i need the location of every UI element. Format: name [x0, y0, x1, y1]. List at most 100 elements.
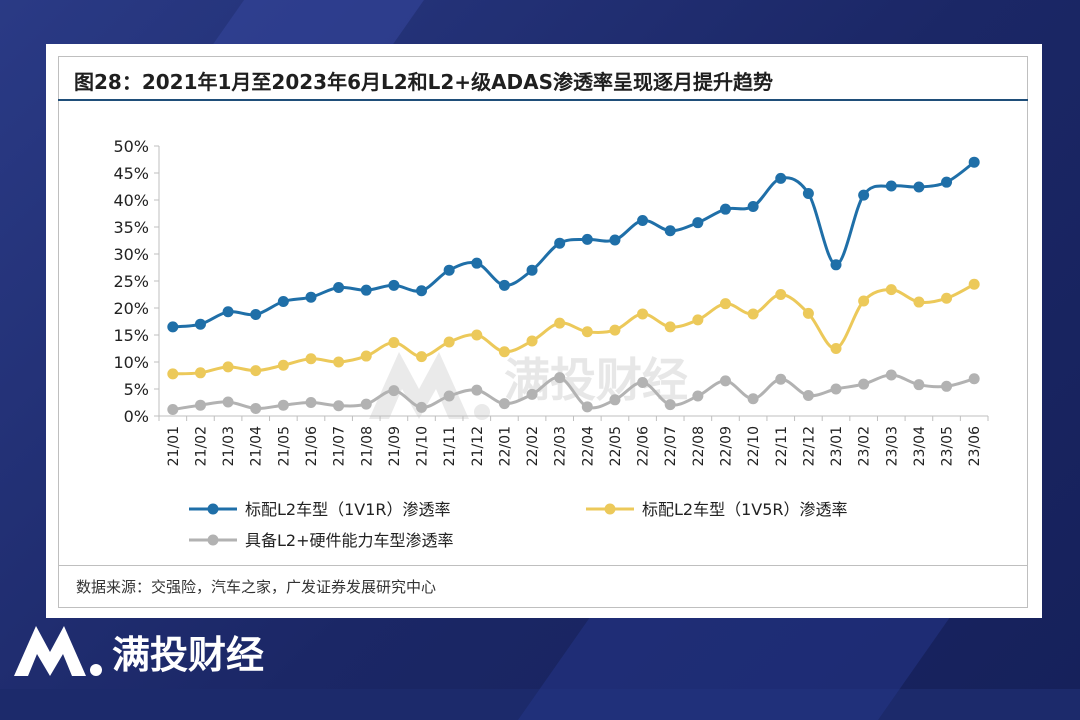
legend-label-2: 标配L2车型（1V5R）渗透率: [642, 500, 848, 519]
series-1-point: [471, 257, 483, 269]
source-divider: [58, 565, 1028, 566]
legend-label-1: 标配L2车型（1V1R）渗透率: [245, 500, 451, 519]
legend-marker-2: [604, 503, 616, 515]
y-tick-label: 5%: [124, 380, 149, 399]
series-3-point: [913, 379, 925, 391]
legend-label-3: 具备L2+硬件能力车型渗透率: [245, 531, 454, 550]
series-1-point: [913, 181, 925, 193]
series-3-point: [416, 401, 428, 413]
series-1-point: [167, 321, 179, 333]
x-tick-label: 23/02: [857, 426, 873, 466]
x-tick-label: 22/04: [580, 426, 596, 466]
series-3-point: [941, 380, 953, 392]
y-tick-label: 40%: [113, 191, 149, 210]
y-tick-label: 25%: [113, 272, 149, 291]
series-2-point: [637, 308, 649, 320]
brand-logo-icon: [12, 622, 104, 682]
x-tick-label: 22/06: [636, 426, 652, 466]
series-3-point: [222, 396, 234, 408]
series-2-point: [222, 361, 234, 373]
series-3-point: [443, 390, 455, 402]
series-1-point: [416, 285, 428, 297]
series-3-point: [250, 402, 262, 414]
series-1-point: [498, 279, 510, 291]
x-tick-label: 21/11: [442, 426, 458, 466]
series-3-point: [581, 401, 593, 413]
series-2-point: [609, 324, 621, 336]
y-tick-label: 0%: [124, 407, 149, 426]
series-3-point: [167, 404, 179, 416]
series-2-point: [913, 296, 925, 308]
x-tick-label: 21/09: [387, 426, 403, 466]
chart-title: 图28：2021年1月至2023年6月L2和L2+级ADAS渗透率呈现逐月提升趋…: [74, 70, 774, 94]
series-1-point: [664, 225, 676, 237]
series-1-point: [222, 306, 234, 318]
x-tick-label: 23/06: [967, 426, 983, 466]
series-3-point: [775, 373, 787, 385]
series-1-point: [581, 233, 593, 245]
series-1-point: [719, 203, 731, 215]
x-tick-label: 21/03: [221, 426, 237, 466]
series-2-point: [305, 353, 317, 365]
x-tick-label: 21/07: [332, 426, 348, 466]
series-3-point: [609, 394, 621, 406]
x-tick-label: 23/04: [912, 426, 928, 466]
series-1-point: [802, 188, 814, 200]
series-2-point: [167, 368, 179, 380]
x-tick-label: 22/05: [608, 426, 624, 466]
x-tick-label: 21/12: [470, 426, 486, 466]
series-2-point: [775, 289, 787, 300]
series-2-point: [360, 350, 372, 362]
x-tick-label: 21/06: [304, 426, 320, 466]
series-3-point: [498, 398, 510, 410]
series-2-point: [277, 359, 289, 371]
series-1-point: [333, 281, 345, 293]
y-tick-label: 35%: [113, 218, 149, 237]
title-divider: [58, 99, 1028, 101]
series-2-point: [692, 314, 704, 326]
series-2-point: [885, 284, 897, 296]
series-3-point: [194, 399, 206, 411]
series-line-1: [172, 160, 976, 329]
x-tick-label: 21/02: [193, 426, 209, 466]
series-2-point: [250, 365, 262, 377]
series-2-point: [416, 351, 428, 363]
x-tick-label: 23/03: [884, 426, 900, 466]
x-tick-label: 22/07: [663, 426, 679, 466]
series-3-point: [885, 369, 897, 381]
series-2-point: [194, 367, 206, 379]
x-tick-label: 21/08: [359, 426, 375, 466]
y-tick-label: 10%: [113, 353, 149, 372]
y-tick-label: 20%: [113, 299, 149, 318]
series-2-point: [802, 307, 814, 319]
series-2-point: [554, 317, 566, 329]
x-tick-label: 22/10: [746, 426, 762, 466]
series-1-point: [277, 296, 289, 308]
y-tick-label: 30%: [113, 245, 149, 264]
series-3-point: [719, 375, 731, 387]
series-2-point: [968, 278, 980, 290]
x-tick-label: 22/12: [801, 426, 817, 466]
series-3-point: [554, 372, 566, 384]
series-2-point: [941, 292, 953, 304]
series-1-point: [637, 215, 649, 227]
y-tick-label: 45%: [113, 164, 149, 183]
series-2-point: [471, 329, 483, 341]
series-1-point: [554, 237, 566, 249]
series-1-point: [305, 291, 317, 303]
x-tick-label: 21/10: [415, 426, 431, 466]
x-tick-label: 22/03: [553, 426, 569, 466]
series-3-point: [968, 373, 980, 385]
series-2-point: [664, 321, 676, 333]
brand-name: 满投财经: [112, 633, 265, 677]
series-3-point: [388, 385, 400, 397]
series-2-point: [858, 295, 870, 307]
series-1-point: [885, 180, 897, 192]
x-tick-label: 22/09: [718, 426, 734, 466]
source-note: 数据来源：交强险，汽车之家，广发证券发展研究中心: [76, 578, 437, 596]
series-line-3: [172, 373, 975, 411]
series-3-point: [858, 378, 870, 390]
series-3-point: [747, 393, 759, 405]
series-2-point: [498, 346, 510, 358]
series-3-point: [333, 400, 345, 412]
